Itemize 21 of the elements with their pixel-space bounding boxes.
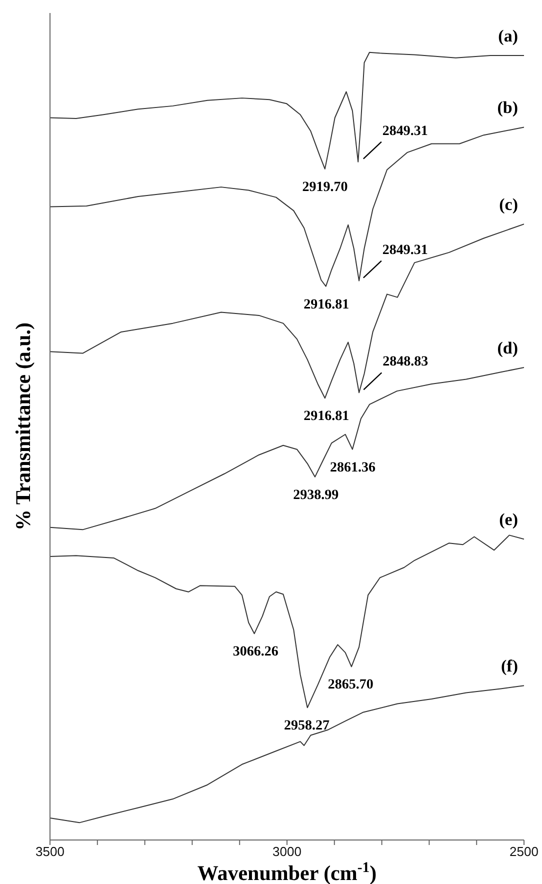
annotation: 2849.31 [382,124,428,139]
annotation: 2865.70 [328,678,374,693]
x-tick-label: 2500 [510,844,538,860]
annotation: 3066.26 [232,644,278,660]
y-axis-title: % Transmittance (a.u.) [11,322,35,531]
annotation: 2916.81 [304,297,350,312]
annotation: 2919.70 [302,180,348,195]
series-label: (e) [499,510,518,530]
x-tick-label: 3500 [36,844,64,860]
x-tick-label: 3000 [272,844,302,860]
annotation: 2849.31 [382,242,428,258]
series-label: (a) [498,26,518,46]
series-label: (f) [501,656,518,676]
annotation: 2848.83 [382,354,428,370]
series-label: (c) [499,195,518,214]
annotation: 2861.36 [330,460,376,476]
annotation: 2916.81 [304,409,350,424]
annotation: 2958.27 [284,718,330,734]
annotation: 2938.99 [293,488,339,503]
series-label: (d) [497,338,518,358]
series-label: (b) [497,98,518,118]
